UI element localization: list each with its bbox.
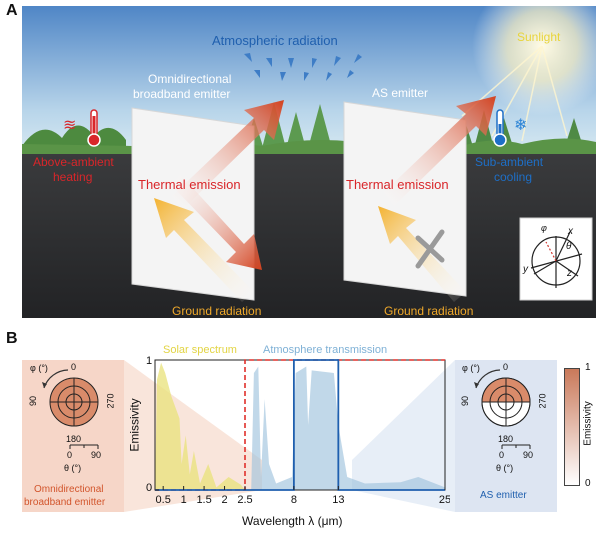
right-angle-right: 270 <box>537 393 548 409</box>
heat-waves-icon: ≋ <box>63 117 77 134</box>
left-angle-top: 0 <box>71 362 77 372</box>
left-polar-caption-line1: Omnidirectional <box>34 484 104 495</box>
coord-y-label: y <box>523 264 528 275</box>
x-axis-label: Wavelength λ (μm) <box>242 514 343 528</box>
panel-a-scene <box>22 6 596 318</box>
left-angle-left: 90 <box>28 395 39 407</box>
x-tick-label: 25 <box>439 494 450 506</box>
left-polar-caption-line2: broadband emitter <box>24 497 106 508</box>
atmosphere-transmission-label: Atmosphere transmission <box>263 344 388 356</box>
atmospheric-arrows <box>244 53 362 81</box>
colorbar-min-label: 0 <box>585 478 591 489</box>
x-tick-label: 13 <box>332 494 344 506</box>
right-phi-label: φ (°) <box>462 363 480 373</box>
colorbar-max-label: 1 <box>585 362 591 373</box>
right-rotation-arrow-icon <box>474 369 501 389</box>
x-tick-label: 1 <box>181 494 187 506</box>
coord-z-label: z <box>567 268 572 279</box>
snowflake-icon: ❄ <box>514 117 528 134</box>
solar-spectrum-shape <box>155 362 245 490</box>
right-theta-tick-0: 0 <box>499 450 505 460</box>
right-thermal-emission-label: Thermal emission <box>346 177 449 192</box>
left-emitter-label-line2: broadband emitter <box>133 87 231 101</box>
left-theta-tick-90: 90 <box>91 450 102 460</box>
atmosphere-transmission-shape <box>245 366 445 490</box>
x-tick-label: 8 <box>291 494 297 506</box>
panel-b-letter: B <box>6 330 18 347</box>
right-emitter-label: AS emitter <box>372 86 429 100</box>
left-emitter-label-line1: Omnidirectional <box>148 72 232 86</box>
right-effect-line1: Sub-ambient <box>475 155 544 169</box>
right-angle-left: 90 <box>460 395 471 407</box>
y-tick-1: 1 <box>146 355 153 367</box>
left-ground-radiation-label: Ground radiation <box>172 304 262 318</box>
left-thermal-emission-label: Thermal emission <box>138 177 241 192</box>
right-ground-radiation-label: Ground radiation <box>384 304 474 318</box>
left-thermal-arrow-up <box>172 100 284 210</box>
right-theta-axis <box>501 444 531 449</box>
ground <box>22 154 596 318</box>
right-thermal-arrow-up <box>384 96 496 206</box>
emissivity-colorbar <box>564 368 580 486</box>
left-angle-bottom: 180 <box>66 434 82 444</box>
solar-spectrum-label: Solar spectrum <box>163 344 237 356</box>
block-cross-icon <box>415 229 445 269</box>
x-tick-label: 2 <box>221 494 227 506</box>
coordinate-diagram <box>530 231 583 288</box>
x-tick-label: 1.5 <box>196 494 211 506</box>
x-tick-label: 0.5 <box>156 494 171 506</box>
panel-a-letter: A <box>6 2 18 19</box>
right-theta-label: θ (°) <box>496 463 514 473</box>
left-phi-label: φ (°) <box>30 363 48 373</box>
atmospheric-radiation-label: Atmospheric radiation <box>212 33 338 48</box>
right-angle-top: 0 <box>503 362 509 372</box>
left-effect-line2: heating <box>53 170 93 184</box>
left-angle-right: 270 <box>105 393 116 409</box>
right-angle-bottom: 180 <box>498 434 514 444</box>
right-polar-caption: AS emitter <box>480 490 527 501</box>
coord-x-label: x <box>568 226 573 237</box>
left-theta-axis <box>69 444 99 449</box>
sunlight-label: Sunlight <box>517 30 561 44</box>
left-thermal-arrow-down <box>172 174 262 270</box>
coord-phi-label: φ <box>541 223 547 233</box>
left-theta-tick-0: 0 <box>67 450 73 460</box>
x-tick-label: 2.5 <box>237 494 252 506</box>
y-tick-0: 0 <box>146 482 153 494</box>
y-axis-label: Emissivity <box>127 398 142 452</box>
colorbar-title: Emissivity <box>582 401 594 446</box>
right-theta-tick-90: 90 <box>523 450 534 460</box>
left-polar-plot <box>49 377 99 427</box>
right-ground-arrow <box>378 206 466 302</box>
left-ground-arrow <box>154 198 254 302</box>
left-effect-line1: Above-ambient <box>33 155 114 169</box>
right-effect-line2: cooling <box>494 170 533 184</box>
thermometer-hot-icon <box>87 109 101 147</box>
right-emitter-panel <box>343 101 467 297</box>
coord-theta-label: θ <box>566 241 572 252</box>
left-rotation-arrow-icon <box>42 369 69 389</box>
right-polar-plot <box>481 377 531 427</box>
as-emitter-line <box>155 359 445 491</box>
left-theta-label: θ (°) <box>64 463 82 473</box>
emissivity-spectrum-chart: 0.5 1 1.5 2 2.5 8 13 25 <box>154 359 450 506</box>
thermometer-cold-icon <box>493 109 507 147</box>
